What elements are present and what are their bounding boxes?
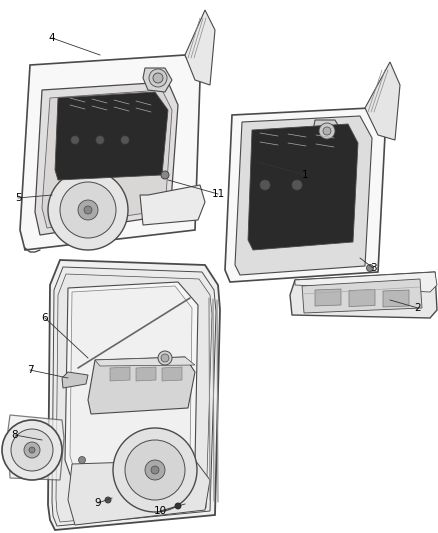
Text: 8: 8 bbox=[12, 430, 18, 440]
Polygon shape bbox=[162, 367, 182, 381]
Circle shape bbox=[48, 170, 128, 250]
Text: 11: 11 bbox=[212, 189, 225, 199]
Polygon shape bbox=[136, 367, 156, 381]
Text: 6: 6 bbox=[42, 313, 48, 323]
Text: 5: 5 bbox=[15, 193, 21, 203]
Polygon shape bbox=[20, 55, 200, 250]
Circle shape bbox=[151, 466, 159, 474]
Circle shape bbox=[105, 497, 111, 503]
Circle shape bbox=[125, 440, 185, 500]
Polygon shape bbox=[235, 116, 372, 275]
Polygon shape bbox=[302, 279, 422, 313]
Polygon shape bbox=[68, 460, 210, 525]
Circle shape bbox=[367, 264, 374, 271]
Polygon shape bbox=[185, 10, 215, 85]
Text: 10: 10 bbox=[153, 506, 166, 516]
Circle shape bbox=[153, 73, 163, 83]
Circle shape bbox=[78, 456, 85, 464]
Polygon shape bbox=[65, 282, 198, 480]
Polygon shape bbox=[110, 367, 130, 381]
Circle shape bbox=[292, 180, 302, 190]
Circle shape bbox=[161, 354, 169, 362]
Polygon shape bbox=[42, 90, 172, 228]
Circle shape bbox=[24, 442, 40, 458]
Circle shape bbox=[96, 136, 104, 144]
Polygon shape bbox=[315, 289, 341, 306]
Text: 9: 9 bbox=[95, 498, 101, 508]
Circle shape bbox=[60, 182, 116, 238]
Polygon shape bbox=[313, 120, 342, 144]
Polygon shape bbox=[8, 415, 64, 480]
Text: 1: 1 bbox=[302, 170, 308, 180]
Polygon shape bbox=[70, 286, 192, 475]
Circle shape bbox=[71, 136, 79, 144]
Polygon shape bbox=[52, 267, 216, 526]
Polygon shape bbox=[48, 260, 220, 530]
Text: 7: 7 bbox=[27, 365, 33, 375]
Circle shape bbox=[158, 351, 172, 365]
Circle shape bbox=[113, 428, 197, 512]
Circle shape bbox=[161, 171, 169, 179]
Circle shape bbox=[2, 420, 62, 480]
Polygon shape bbox=[56, 274, 212, 522]
Polygon shape bbox=[95, 357, 195, 366]
Circle shape bbox=[29, 447, 35, 453]
Polygon shape bbox=[248, 124, 358, 250]
Circle shape bbox=[175, 503, 181, 509]
Polygon shape bbox=[143, 68, 172, 92]
Circle shape bbox=[260, 180, 270, 190]
Polygon shape bbox=[383, 290, 409, 307]
Circle shape bbox=[78, 200, 98, 220]
Circle shape bbox=[149, 69, 167, 87]
Circle shape bbox=[145, 460, 165, 480]
Polygon shape bbox=[88, 357, 195, 414]
Polygon shape bbox=[140, 185, 205, 225]
Text: 3: 3 bbox=[370, 263, 376, 273]
Circle shape bbox=[84, 206, 92, 214]
Polygon shape bbox=[225, 108, 385, 282]
Text: 4: 4 bbox=[49, 33, 55, 43]
Circle shape bbox=[11, 429, 53, 471]
Polygon shape bbox=[365, 62, 400, 140]
Circle shape bbox=[319, 123, 335, 139]
Polygon shape bbox=[35, 82, 178, 235]
Polygon shape bbox=[295, 272, 437, 292]
Polygon shape bbox=[290, 272, 437, 318]
Polygon shape bbox=[62, 372, 88, 388]
Circle shape bbox=[323, 127, 331, 135]
Polygon shape bbox=[55, 92, 168, 180]
Polygon shape bbox=[349, 289, 375, 306]
Text: 2: 2 bbox=[415, 303, 421, 313]
Circle shape bbox=[121, 136, 129, 144]
